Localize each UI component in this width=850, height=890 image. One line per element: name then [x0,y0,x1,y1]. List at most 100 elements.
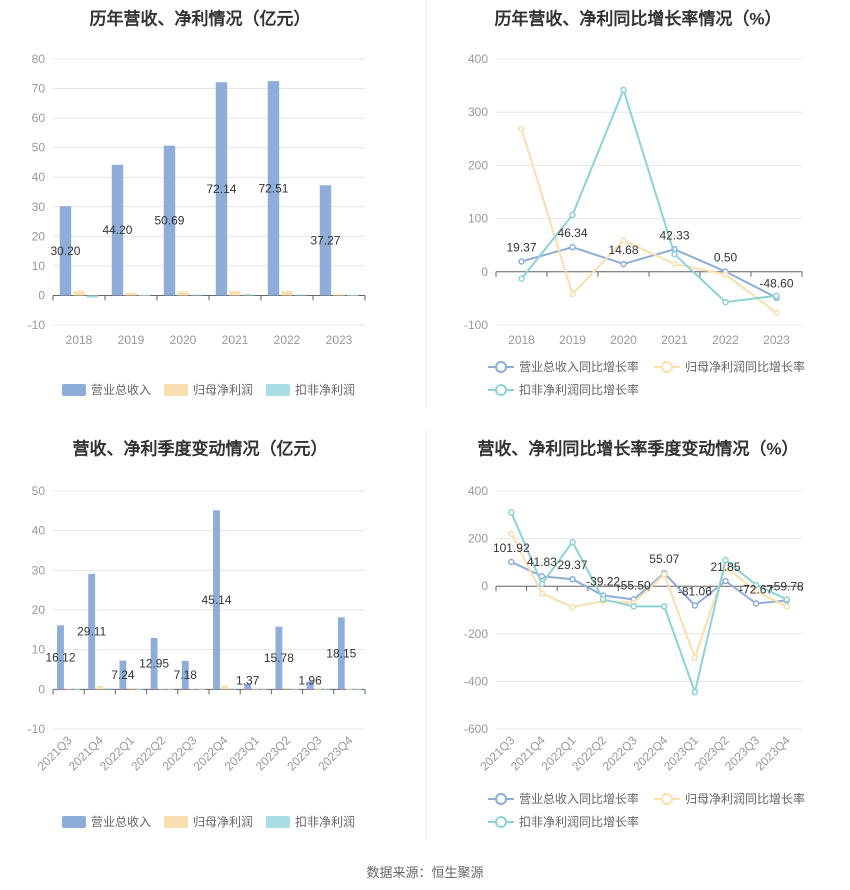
data-source-note: 数据来源：恒生聚源 [366,865,484,880]
x-tick-label: 2020 [170,333,197,347]
y-tick-label: 30 [32,563,46,577]
data-point [569,575,576,583]
data-label: 42.33 [659,228,689,242]
x-tick-label: 2021 [661,333,688,347]
y-tick-label: 400 [468,52,488,66]
y-tick-label: 400 [468,484,488,498]
legend-label: 归母净利润 [193,383,253,397]
y-tick-label: 80 [32,52,46,66]
data-label: -81.06 [678,584,712,598]
bar [244,683,252,690]
data-label: 29.11 [77,625,106,639]
data-label: 1.37 [236,673,260,687]
data-point [752,587,760,595]
y-tick-label: 20 [32,603,46,617]
legend-label: 营业总收入同比增长率 [519,791,639,806]
y-tick-label: 0 [38,682,45,696]
chart-title: 营收、净利季度变动情况（亿元） [73,438,328,458]
data-point [508,530,515,538]
data-point [569,538,576,546]
data-label: -55.50 [617,578,651,592]
legend-label: 营业总收入 [91,815,151,829]
data-label: 12.95 [139,657,169,671]
quarterly-revenue-profit-bar-chart: 营收、净利季度变动情况（亿元）-10010203040502021Q32021Q… [28,438,366,829]
data-label: 37.27 [310,233,340,247]
y-tick-label: -600 [464,722,488,736]
series-line [520,128,778,314]
data-point [508,558,515,566]
data-point [783,603,790,610]
bar [135,688,143,690]
annual-revenue-profit-bar-chart: 历年营收、净利情况（亿元） -10 0 10 20 30 40 50 60 70 80 2018 201… [28,8,366,397]
data-point [752,581,760,589]
data-label: -59.78 [770,579,804,593]
legend-swatch [266,816,290,828]
legend-marker [661,361,673,373]
bar [242,294,255,296]
data-label: 72.14 [206,182,236,196]
data-point [630,603,637,610]
x-tick-label: 2019 [559,333,586,347]
chart-title: 营收、净利同比增长率季度变动情况（%） [477,438,798,458]
bar [346,294,359,296]
data-point [661,603,668,610]
data-label: 29.37 [557,558,587,572]
data-point [518,275,525,282]
data-label: -48.60 [759,277,793,291]
data-label: 16.12 [45,650,75,664]
legend-label: 扣非净利润 [295,815,355,829]
data-point [538,580,546,588]
bar [111,164,124,296]
legend-swatch [164,384,188,396]
legend-swatch [62,384,86,396]
x-tick-label: 2021 [222,333,249,347]
y-tick-label: 70 [32,82,46,96]
bar [163,145,176,296]
data-label: 0.50 [714,251,738,265]
legend-label: 归母净利润 [193,815,253,829]
data-label: 21.85 [710,560,740,574]
bar [314,688,322,690]
bar [59,206,72,296]
data-point [569,211,576,219]
legend-swatch [164,816,188,828]
data-point [538,590,546,597]
data-label: 15.78 [264,651,294,665]
data-point [620,260,627,268]
bar [260,689,268,691]
legend-label: 归母净利润同比增长率 [685,359,805,374]
bar [306,681,314,690]
data-point [691,602,699,609]
bar [158,688,166,690]
annual-growth-rate-line-chart: 历年营收、净利同比增长率情况（%） -100 0 100 200 300 400 2018 20… [464,8,805,397]
data-point [722,298,729,306]
x-tick-label: 2020 [610,333,637,347]
bar [283,688,291,690]
legend-label: 扣非净利润同比增长率 [519,382,639,397]
legend-marker [495,361,507,373]
data-point [773,292,780,299]
bar [86,295,99,298]
data-label: 44.20 [102,223,132,237]
x-tick-label: 2023Q4 [753,733,793,773]
bar [73,688,81,690]
quarterly-growth-rate-line-chart: 营收、净利同比增长率季度变动情况（%） -600 -400 -200 0 200 400 20… [464,438,805,829]
x-tick-label: 2022 [274,333,301,347]
data-label: 101.92 [493,541,530,555]
y-tick-label: 50 [32,484,46,498]
data-point [691,654,699,661]
bar [333,294,345,296]
legend-swatch [62,816,86,828]
legend-label: 扣非净利润 [295,383,355,397]
x-tick-label: 2019 [118,333,145,347]
y-tick-label: 40 [32,170,46,184]
bar [213,510,220,690]
data-label: 14.68 [608,243,638,257]
bar [65,688,73,690]
data-label: 46.34 [557,226,587,240]
bar [177,291,189,296]
bar [221,685,229,690]
y-tick-label: 40 [32,524,46,538]
series-line [510,512,788,696]
bar [215,82,228,296]
